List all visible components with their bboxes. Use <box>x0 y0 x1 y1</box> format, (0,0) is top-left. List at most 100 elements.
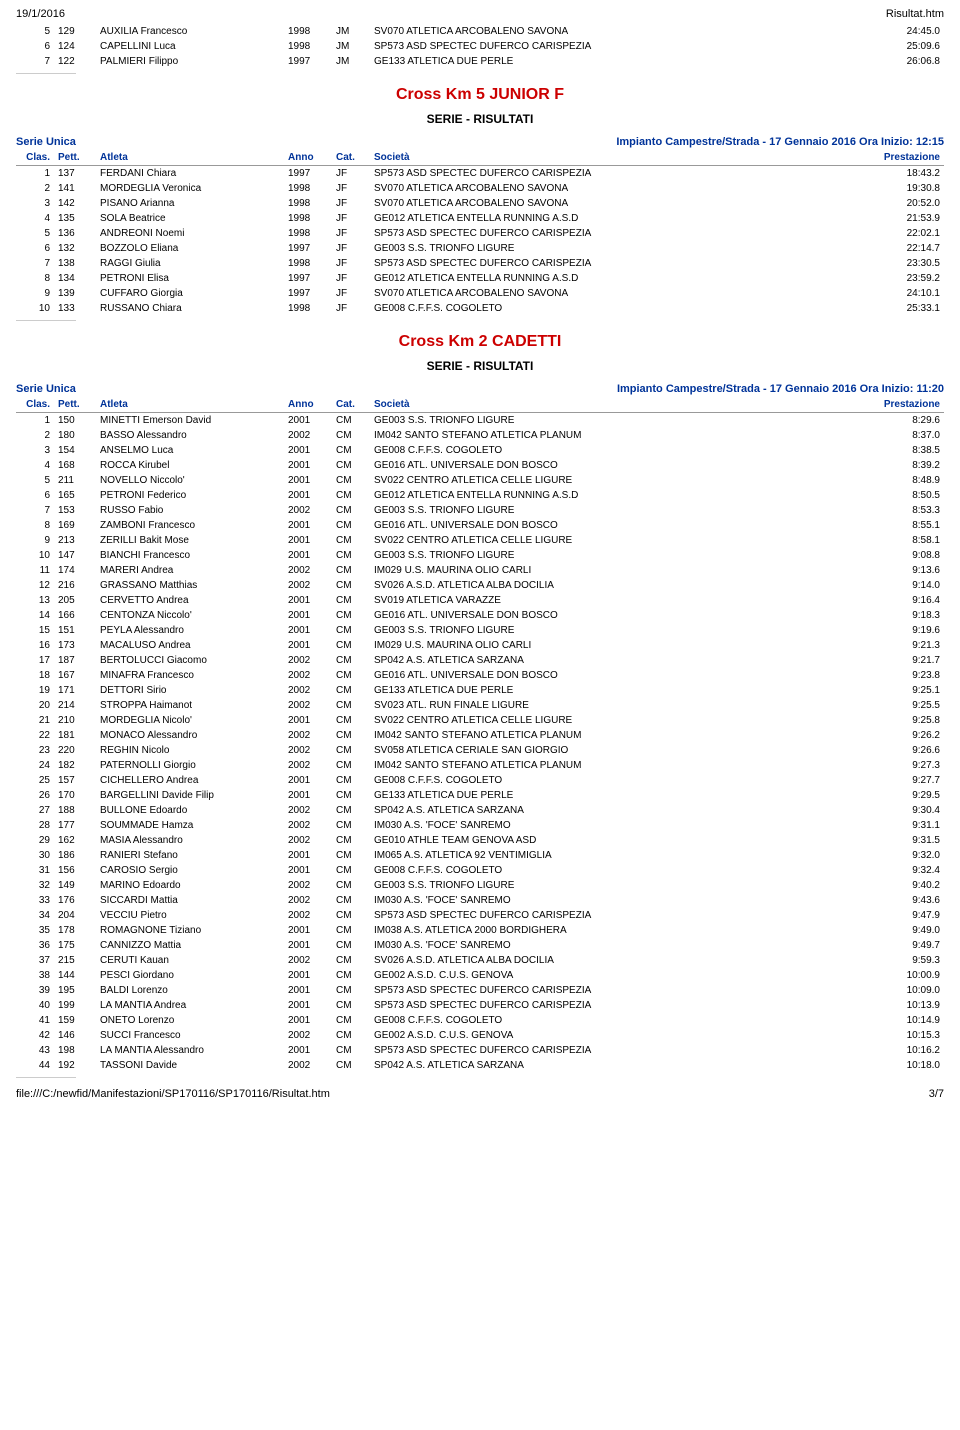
cell-atleta: REGHIN Nicolo <box>96 743 284 758</box>
cell-clas: 7 <box>16 503 54 518</box>
head-anno: Anno <box>284 397 332 413</box>
cell-soc: GE003 S.S. TRIONFO LIGURE <box>370 878 856 893</box>
cell-clas: 28 <box>16 818 54 833</box>
cell-clas: 43 <box>16 1043 54 1058</box>
cell-cat: CM <box>332 833 370 848</box>
table-row: 24182PATERNOLLI Giorgio2002CMIM042 SANTO… <box>16 758 944 773</box>
cell-pett: 165 <box>54 488 96 503</box>
table-row: 1137FERDANI Chiara1997JFSP573 ASD SPECTE… <box>16 166 944 182</box>
head-cat: Cat. <box>332 150 370 166</box>
head-soc: Società <box>370 150 856 166</box>
cell-clas: 2 <box>16 181 54 196</box>
cell-prest: 10:00.9 <box>856 968 944 983</box>
cell-atleta: MASIA Alessandro <box>96 833 284 848</box>
cell-prest: 9:19.6 <box>856 623 944 638</box>
cell-cat: CM <box>332 608 370 623</box>
cell-atleta: MARINO Edoardo <box>96 878 284 893</box>
cell-pett: 211 <box>54 473 96 488</box>
cell-pett: 122 <box>54 54 96 69</box>
table-row: 25157CICHELLERO Andrea2001CMGE008 C.F.F.… <box>16 773 944 788</box>
cell-atleta: ROMAGNONE Tiziano <box>96 923 284 938</box>
cell-prest: 9:27.7 <box>856 773 944 788</box>
cell-clas: 36 <box>16 938 54 953</box>
cell-clas: 21 <box>16 713 54 728</box>
cell-soc: SP573 ASD SPECTEC DUFERCO CARISPEZIA <box>370 166 856 182</box>
cell-soc: IM065 A.S. ATLETICA 92 VENTIMIGLIA <box>370 848 856 863</box>
cell-atleta: MACALUSO Andrea <box>96 638 284 653</box>
cell-prest: 10:14.9 <box>856 1013 944 1028</box>
cell-clas: 27 <box>16 803 54 818</box>
cell-cat: CM <box>332 893 370 908</box>
cell-prest: 9:21.3 <box>856 638 944 653</box>
cell-prest: 9:32.4 <box>856 863 944 878</box>
cell-prest: 9:26.2 <box>856 728 944 743</box>
cell-clas: 33 <box>16 893 54 908</box>
cell-anno: 2002 <box>284 1058 332 1073</box>
cell-pett: 169 <box>54 518 96 533</box>
cell-prest: 26:06.8 <box>856 54 944 69</box>
cell-pett: 176 <box>54 893 96 908</box>
cell-anno: 2001 <box>284 788 332 803</box>
cell-pett: 144 <box>54 968 96 983</box>
cell-cat: CM <box>332 413 370 429</box>
cell-cat: CM <box>332 983 370 998</box>
cell-anno: 2002 <box>284 428 332 443</box>
cell-clas: 23 <box>16 743 54 758</box>
cell-prest: 9:47.9 <box>856 908 944 923</box>
cell-clas: 10 <box>16 301 54 316</box>
cell-pett: 137 <box>54 166 96 182</box>
cell-prest: 8:53.3 <box>856 503 944 518</box>
table-row: 32149MARINO Edoardo2002CMGE003 S.S. TRIO… <box>16 878 944 893</box>
cell-soc: GE016 ATL. UNIVERSALE DON BOSCO <box>370 608 856 623</box>
cell-clas: 10 <box>16 548 54 563</box>
cell-atleta: RANIERI Stefano <box>96 848 284 863</box>
cell-anno: 2002 <box>284 818 332 833</box>
cell-clas: 4 <box>16 211 54 226</box>
cell-atleta: CAROSIO Sergio <box>96 863 284 878</box>
cell-cat: CM <box>332 548 370 563</box>
cell-soc: GE012 ATLETICA ENTELLA RUNNING A.S.D <box>370 211 856 226</box>
cell-clas: 1 <box>16 166 54 182</box>
cell-prest: 8:29.6 <box>856 413 944 429</box>
cell-clas: 3 <box>16 443 54 458</box>
serie-risultati-label: SERIE - RISULTATI <box>16 112 944 126</box>
cell-soc: SP042 A.S. ATLETICA SARZANA <box>370 1058 856 1073</box>
cell-clas: 29 <box>16 833 54 848</box>
cell-clas: 35 <box>16 923 54 938</box>
cell-atleta: SOLA Beatrice <box>96 211 284 226</box>
cell-pett: 133 <box>54 301 96 316</box>
cell-atleta: RUSSO Fabio <box>96 503 284 518</box>
cell-soc: GE008 C.F.F.S. COGOLETO <box>370 443 856 458</box>
table-row: 13205CERVETTO Andrea2001CMSV019 ATLETICA… <box>16 593 944 608</box>
cell-clas: 30 <box>16 848 54 863</box>
cell-pett: 188 <box>54 803 96 818</box>
cell-soc: GE008 C.F.F.S. COGOLETO <box>370 773 856 788</box>
table-row: 7138RAGGI Giulia1998JFSP573 ASD SPECTEC … <box>16 256 944 271</box>
cell-anno: 2001 <box>284 968 332 983</box>
cell-pett: 192 <box>54 1058 96 1073</box>
cell-anno: 1997 <box>284 286 332 301</box>
serie-line: Serie UnicaImpianto Campestre/Strada - 1… <box>16 383 944 395</box>
cell-soc: SV022 CENTRO ATLETICA CELLE LIGURE <box>370 473 856 488</box>
cell-atleta: STROPPA Haimanot <box>96 698 284 713</box>
head-anno: Anno <box>284 150 332 166</box>
cell-pett: 220 <box>54 743 96 758</box>
cell-prest: 8:50.5 <box>856 488 944 503</box>
cell-cat: CM <box>332 728 370 743</box>
head-pett: Pett. <box>54 397 96 413</box>
cell-anno: 2002 <box>284 728 332 743</box>
cell-pett: 204 <box>54 908 96 923</box>
cell-clas: 20 <box>16 698 54 713</box>
cell-cat: CM <box>332 488 370 503</box>
cell-soc: GE133 ATLETICA DUE PERLE <box>370 683 856 698</box>
table-row: 11174MARERI Andrea2002CMIM029 U.S. MAURI… <box>16 563 944 578</box>
cell-clas: 17 <box>16 653 54 668</box>
event-title: Cross Km 5 JUNIOR F <box>16 86 944 104</box>
cell-atleta: VECCIU Pietro <box>96 908 284 923</box>
cell-atleta: LA MANTIA Andrea <box>96 998 284 1013</box>
cell-anno: 2002 <box>284 578 332 593</box>
table-row: 33176SICCARDI Mattia2002CMIM030 A.S. 'FO… <box>16 893 944 908</box>
cell-clas: 7 <box>16 54 54 69</box>
cell-prest: 21:53.9 <box>856 211 944 226</box>
cell-soc: SV023 ATL. RUN FINALE LIGURE <box>370 698 856 713</box>
